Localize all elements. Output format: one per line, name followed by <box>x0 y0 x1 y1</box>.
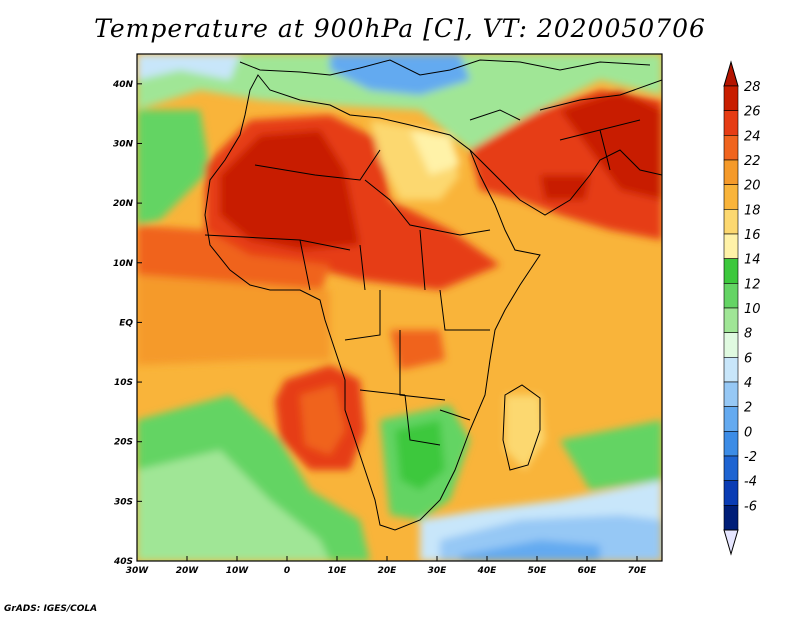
colorbar-swatch <box>723 233 739 259</box>
colorbar-swatch <box>723 406 739 432</box>
colorbar-swatch <box>723 159 739 185</box>
y-axis: 40N 30N 20N 10N EQ 10S 20S 30S 40S <box>112 80 142 567</box>
y-tick-label: 20S <box>114 438 133 448</box>
x-tick-label: 0 <box>284 566 290 576</box>
colorbar-label: -2 <box>744 450 757 465</box>
colorbar-swatch <box>723 455 739 481</box>
colorbar-label: 4 <box>744 376 752 391</box>
colorbar-label: 10 <box>744 302 761 317</box>
x-tick-label: 30E <box>428 566 448 576</box>
credit-text: GrADS: IGES/COLA <box>4 604 98 614</box>
temperature-field <box>137 54 662 561</box>
y-tick-label: 10N <box>113 259 134 269</box>
x-tick-label: 60E <box>578 566 598 576</box>
y-tick-label: 20N <box>113 199 134 209</box>
colorbar-label: 2 <box>744 401 752 416</box>
map-title: Temperature at 900hPa [C], VT: 202005070… <box>94 14 706 43</box>
y-tick-label: 30S <box>114 497 133 507</box>
colorbar-swatch <box>723 258 739 284</box>
colorbar-swatch <box>723 283 739 309</box>
colorbar-label: 20 <box>744 179 761 194</box>
colorbar-swatch <box>723 357 739 383</box>
y-tick-label: 40S <box>113 557 133 567</box>
colorbar-top-arrow <box>723 60 739 87</box>
x-tick-label: 10W <box>226 566 250 576</box>
colorbar-swatch <box>723 184 739 210</box>
colorbar-label: 14 <box>744 253 761 268</box>
colorbar-label: -4 <box>744 475 757 490</box>
colorbar-swatch <box>723 332 739 358</box>
colorbar-label: 22 <box>744 154 761 169</box>
colorbar-label: -6 <box>744 499 757 514</box>
map-frame <box>136 53 663 562</box>
colorbar-label: 0 <box>744 425 752 440</box>
y-tick-label: 40N <box>112 80 134 90</box>
coastlines <box>204 59 662 531</box>
colorbar-swatch <box>723 110 739 136</box>
colorbar-label: 26 <box>744 105 761 120</box>
colorbar-swatch <box>723 381 739 407</box>
x-axis: 30W 20W 10W 0 10E 20E 30E 40E 50E 60E 70E <box>126 556 647 576</box>
colorbar-swatch <box>723 307 739 333</box>
colorbar-swatch <box>723 431 739 457</box>
colorbar-bottom-arrow <box>723 529 739 556</box>
colorbar-swatch <box>723 135 739 161</box>
colorbar-label: 6 <box>744 351 752 366</box>
colorbar-label: 24 <box>744 129 761 144</box>
x-tick-label: 70E <box>628 566 648 576</box>
x-tick-label: 20E <box>378 566 398 576</box>
colorbar-label: 16 <box>744 228 761 243</box>
colorbar-label: 18 <box>744 203 761 218</box>
colorbar-swatch <box>723 505 739 531</box>
x-tick-label: 30W <box>126 566 150 576</box>
x-tick-label: 10E <box>328 566 348 576</box>
colorbar-label: 12 <box>744 277 761 292</box>
y-tick-label: 10S <box>114 378 133 388</box>
colorbar-label: 8 <box>744 327 752 342</box>
x-tick-label: 50E <box>528 566 548 576</box>
x-tick-label: 40E <box>477 566 498 576</box>
y-tick-label: 30N <box>113 139 134 149</box>
colorbar-swatch <box>723 209 739 235</box>
colorbar-swatch <box>723 85 739 111</box>
y-tick-label: EQ <box>119 318 133 328</box>
colorbar-label: 28 <box>744 80 761 95</box>
x-tick-label: 20W <box>176 566 200 576</box>
colorbar-swatch <box>723 480 739 506</box>
